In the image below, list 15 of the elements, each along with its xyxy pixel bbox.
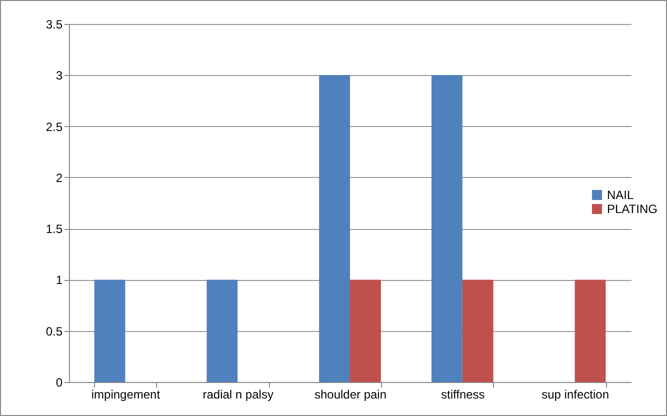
y-tick-label: 0.5: [46, 324, 63, 338]
legend-label: NAIL: [607, 188, 634, 202]
y-tick-label: 1: [56, 273, 63, 288]
y-tick-label: 2: [56, 170, 63, 185]
legend-label: PLATING: [607, 202, 658, 216]
y-tick-label: 1.5: [46, 222, 63, 236]
y-tick-label: 0: [56, 376, 63, 390]
x-tick-label: shoulder pain: [314, 388, 387, 402]
y-tick-label: 3: [56, 68, 63, 83]
x-tick-label: radial n palsy: [202, 388, 274, 402]
y-tick-label: 2.5: [46, 120, 63, 134]
x-tick-label: stiffness: [440, 388, 485, 402]
x-tick-label: impingement: [91, 388, 161, 402]
x-tick-label: sup infection: [542, 388, 609, 402]
y-tick-label: 3.5: [46, 18, 63, 32]
